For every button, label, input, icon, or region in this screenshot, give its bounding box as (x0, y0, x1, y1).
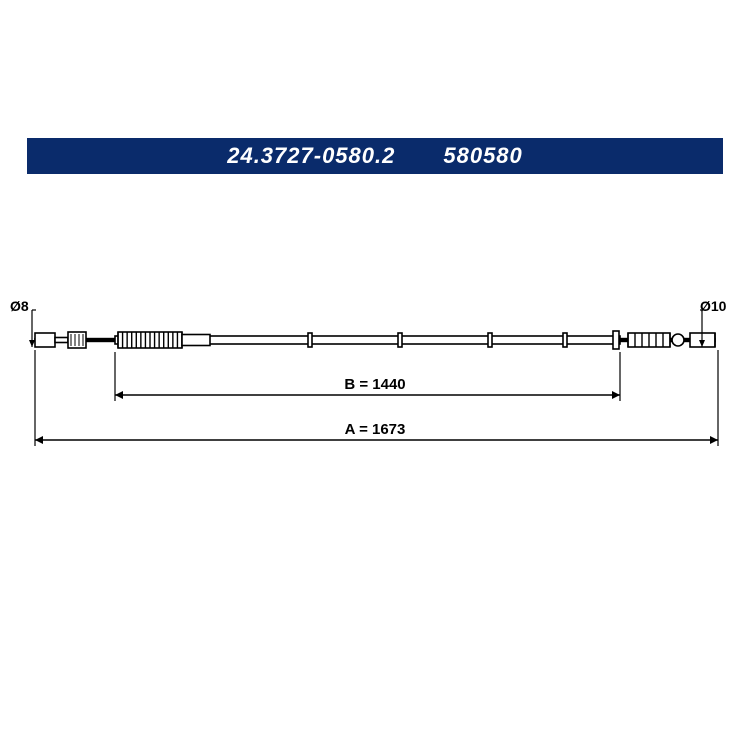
cable-diagram (0, 0, 750, 750)
dia-label-left: Ø8 (10, 298, 29, 314)
dim-label-a: A = 1673 (0, 421, 750, 438)
drawing-canvas: 24.3727-0580.2 580580 B = 1440 A = 1673 … (0, 0, 750, 750)
dia-label-right: Ø10 (700, 298, 726, 314)
dim-label-b: B = 1440 (0, 376, 750, 393)
